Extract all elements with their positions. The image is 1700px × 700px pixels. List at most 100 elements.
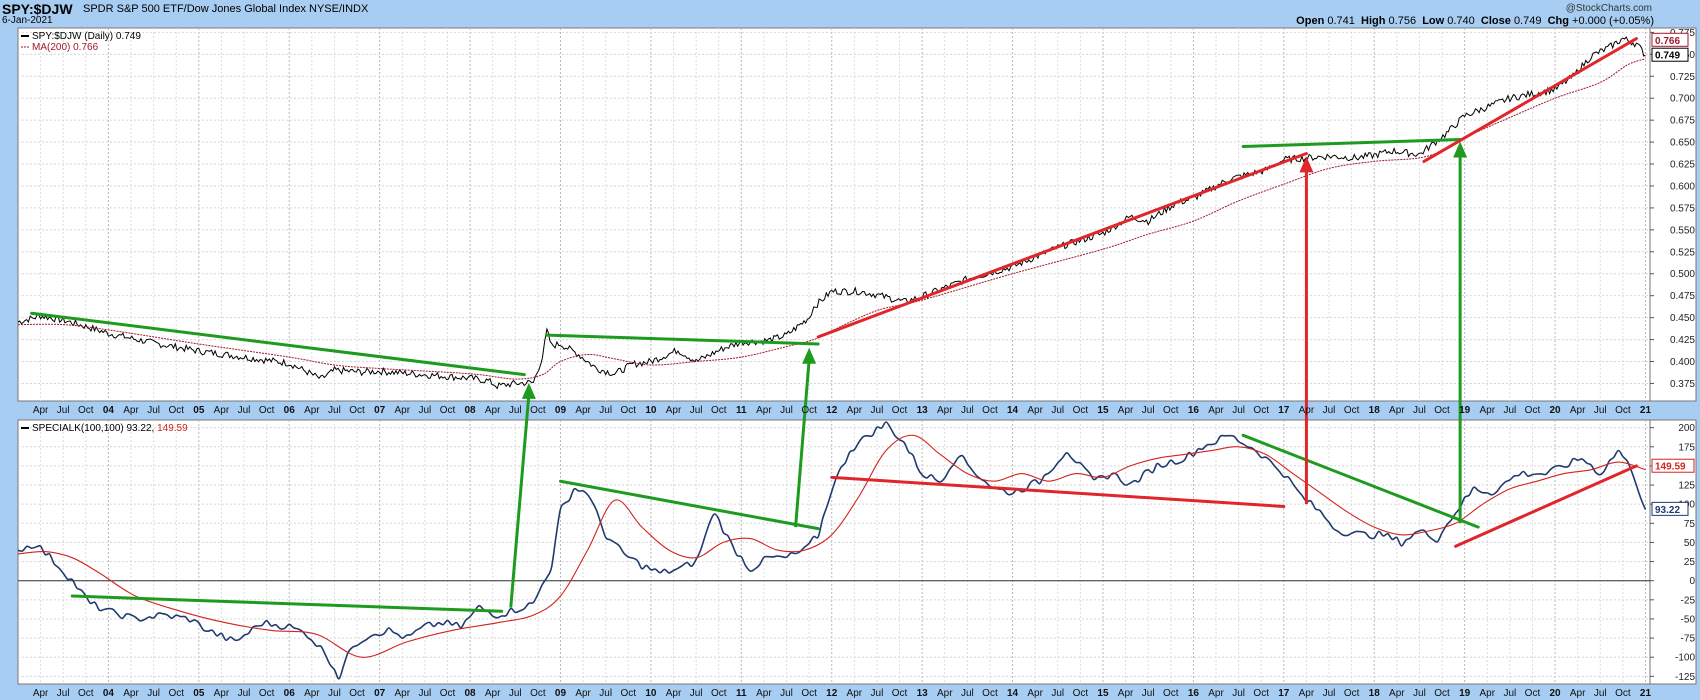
symbol-label: SPY:$DJW <box>2 1 73 17</box>
lower-y-tick-label: 0 <box>1689 576 1695 587</box>
lower-x-tick-label: Apr <box>214 688 230 699</box>
upper-x-tick-label: 18 <box>1369 405 1381 416</box>
upper-y-tick-label: 0.650 <box>1670 138 1695 149</box>
upper-y-tick-label: 0.450 <box>1670 313 1695 324</box>
lower-x-tick-label: 13 <box>917 688 929 699</box>
lower-x-tick-label: 10 <box>645 688 657 699</box>
lower-red-trend-line <box>1454 464 1638 548</box>
lower-x-tick-label: Apr <box>847 688 863 699</box>
upper-x-tick-label: Jul <box>599 405 612 416</box>
upper-y-tick-label: 0.500 <box>1670 269 1695 280</box>
green-signal-arrow-head <box>1453 141 1468 158</box>
lower-x-tick-label: Jul <box>147 688 160 699</box>
upper-x-tick-label: Jul <box>1413 405 1426 416</box>
upper-x-tick-label: Oct <box>259 405 275 416</box>
lower-x-tick-label: Oct <box>711 688 727 699</box>
lower-x-tick-label: Apr <box>1299 688 1315 699</box>
upper-x-tick-label: Oct <box>1073 405 1089 416</box>
upper-green-trend-line <box>30 311 526 377</box>
last-value-box <box>1651 32 1689 47</box>
lower-x-tick-label: Apr <box>1570 688 1586 699</box>
lower-x-tick-label: 11 <box>736 688 747 699</box>
lower-x-tick-label: Apr <box>937 688 953 699</box>
lower-y-tick-label: 75 <box>1684 519 1696 530</box>
lower-x-tick-label: Apr <box>485 688 501 699</box>
lower-x-tick-label: Apr <box>394 688 410 699</box>
upper-x-tick-label: 17 <box>1278 405 1290 416</box>
lower-y-tick-label: 25 <box>1684 557 1696 568</box>
lower-x-tick-label: 04 <box>103 688 115 699</box>
osc-legend-text: SPECIALK(100,100) 93.22, 149.59 <box>32 423 188 434</box>
green-signal-arrow-shaft <box>509 394 531 608</box>
lower-x-tick-label: Oct <box>1434 688 1450 699</box>
upper-plot-area <box>17 27 1651 402</box>
upper-x-tick-label: Oct <box>1615 405 1631 416</box>
last-value-box <box>1651 47 1689 62</box>
lower-x-tick-label: Oct <box>440 688 456 699</box>
lower-x-tick-label: Oct <box>1344 688 1360 699</box>
lower-x-tick-label: 06 <box>284 688 296 699</box>
last-value-box <box>1651 501 1689 516</box>
upper-x-tick-label: 08 <box>465 405 477 416</box>
lower-x-tick-label: Oct <box>1615 688 1631 699</box>
lower-red-trend-line <box>830 475 1286 508</box>
green-signal-arrow-head <box>521 382 536 399</box>
osc-legend-name: SPECIALK(100,100) <box>32 423 127 434</box>
lower-x-tick-label: Jul <box>328 688 341 699</box>
upper-x-tick-label: Oct <box>1525 405 1541 416</box>
upper-x-tick-label: Jul <box>871 405 884 416</box>
lower-x-tick-label: Oct <box>259 688 275 699</box>
upper-x-tick-label: Apr <box>485 405 501 416</box>
lower-y-tick-label: 125 <box>1678 481 1695 492</box>
open-label: Open <box>1296 15 1325 27</box>
lower-green-trend-line <box>70 594 504 613</box>
upper-y-tick-label: 0.550 <box>1670 225 1695 236</box>
upper-last-value-tag: 0.766 <box>1651 32 1689 47</box>
lower-x-tick-label: Oct <box>1525 688 1541 699</box>
lower-x-tick-label: 08 <box>465 688 477 699</box>
exchange-label: NYSE/INDX <box>309 3 369 15</box>
lower-x-tick-label: Jul <box>1051 688 1064 699</box>
upper-x-tick-label: Oct <box>1163 405 1179 416</box>
upper-x-tick-label: Oct <box>801 405 817 416</box>
upper-x-tick-label: Apr <box>847 405 863 416</box>
lower-x-tick-label: Apr <box>1479 688 1495 699</box>
upper-x-tick-label: Jul <box>57 405 70 416</box>
specialk-series-line <box>17 421 1647 680</box>
date-label: 6-Jan-2021 <box>2 15 53 26</box>
lower-x-tick-label: Oct <box>530 688 546 699</box>
upper-y-tick-label: 0.425 <box>1670 335 1695 346</box>
upper-x-tick-label: Apr <box>666 405 682 416</box>
lower-x-tick-label: 12 <box>826 688 838 699</box>
lower-x-tick-label: 14 <box>1007 688 1019 699</box>
ma-legend-text: MA(200) 0.766 <box>32 42 99 53</box>
stockcharts-watermark: @StockCharts.com <box>1565 3 1652 14</box>
lower-x-tick-label: Apr <box>1208 688 1224 699</box>
upper-y-tick-label: 0.625 <box>1670 160 1695 171</box>
lower-x-tick-label: Oct <box>78 688 94 699</box>
upper-x-tick-label: Jul <box>1503 405 1516 416</box>
upper-y-tick-label: 0.700 <box>1670 94 1695 105</box>
upper-x-tick-label: 05 <box>193 405 205 416</box>
upper-x-tick-label: Oct <box>78 405 94 416</box>
upper-y-tick-label: 0.475 <box>1670 291 1695 302</box>
last-value-text: 0.749 <box>1655 51 1680 62</box>
low-value: 0.740 <box>1447 15 1475 27</box>
lower-x-tick-label: 07 <box>374 688 386 699</box>
upper-x-tick-label: Jul <box>509 405 522 416</box>
lower-x-tick-label: Jul <box>871 688 884 699</box>
upper-red-trend-line <box>816 152 1308 339</box>
upper-x-tick-label: 11 <box>736 405 747 416</box>
lower-x-tick-label: Jul <box>599 688 612 699</box>
upper-x-tick-label: Oct <box>711 405 727 416</box>
low-label: Low <box>1422 15 1445 27</box>
security-name: SPDR S&P 500 ETF/Dow Jones Global Index … <box>83 3 368 15</box>
lower-x-tick-label: Jul <box>418 688 431 699</box>
upper-y-tick-label: 0.725 <box>1670 72 1695 83</box>
chart-header: SPY:$DJW SPDR S&P 500 ETF/Dow Jones Glob… <box>0 0 1700 28</box>
upper-x-tick-label: Oct <box>440 405 456 416</box>
lower-legend: SPECIALK(100,100) 93.22, 149.59 <box>21 423 188 434</box>
last-value-text: 149.59 <box>1655 462 1686 473</box>
upper-x-tick-label: Oct <box>1434 405 1450 416</box>
lower-x-tick-label: Apr <box>756 688 772 699</box>
